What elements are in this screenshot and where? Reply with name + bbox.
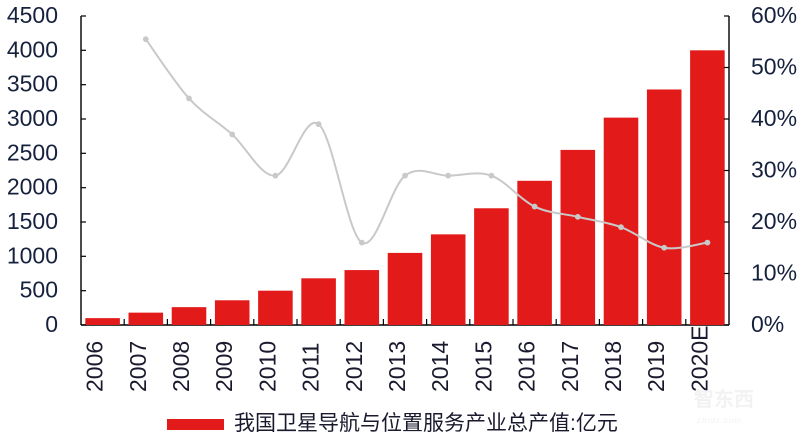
svg-text:0: 0 xyxy=(45,311,58,337)
svg-text:2500: 2500 xyxy=(7,139,58,165)
svg-text:2009: 2009 xyxy=(211,341,237,392)
svg-text:0%: 0% xyxy=(751,311,784,337)
svg-text:2018: 2018 xyxy=(600,341,626,392)
svg-text:500: 500 xyxy=(20,277,58,303)
svg-text:2010: 2010 xyxy=(254,341,280,392)
svg-text:10%: 10% xyxy=(751,260,797,286)
svg-text:我国卫星导航与位置服务产业总产值:亿元: 我国卫星导航与位置服务产业总产值:亿元 xyxy=(234,412,618,435)
svg-text:2017: 2017 xyxy=(557,341,583,392)
svg-text:3000: 3000 xyxy=(7,105,58,131)
svg-text:2020E: 2020E xyxy=(686,325,712,392)
svg-text:1000: 1000 xyxy=(7,242,58,268)
svg-text:2011: 2011 xyxy=(298,343,324,392)
svg-text:20%: 20% xyxy=(751,208,797,234)
svg-text:1500: 1500 xyxy=(7,208,58,234)
svg-text:2014: 2014 xyxy=(427,341,453,392)
svg-text:50%: 50% xyxy=(751,54,797,80)
svg-text:2006: 2006 xyxy=(82,341,108,392)
svg-text:2015: 2015 xyxy=(470,341,496,392)
svg-text:30%: 30% xyxy=(751,157,797,183)
svg-text:60%: 60% xyxy=(751,2,797,28)
svg-text:2013: 2013 xyxy=(384,341,410,392)
svg-text:2000: 2000 xyxy=(7,174,58,200)
svg-text:智东西: 智东西 xyxy=(694,387,754,411)
svg-text:40%: 40% xyxy=(751,105,797,131)
svg-text:4500: 4500 xyxy=(7,2,58,28)
svg-text:2019: 2019 xyxy=(643,341,669,392)
svg-text:2007: 2007 xyxy=(125,341,151,392)
svg-text:4000: 4000 xyxy=(7,36,58,62)
svg-text:zhidx.com: zhidx.com xyxy=(696,416,742,425)
svg-text:2012: 2012 xyxy=(341,341,367,392)
svg-text:3500: 3500 xyxy=(7,71,58,97)
svg-text:2008: 2008 xyxy=(168,341,194,392)
svg-text:2016: 2016 xyxy=(514,341,540,392)
